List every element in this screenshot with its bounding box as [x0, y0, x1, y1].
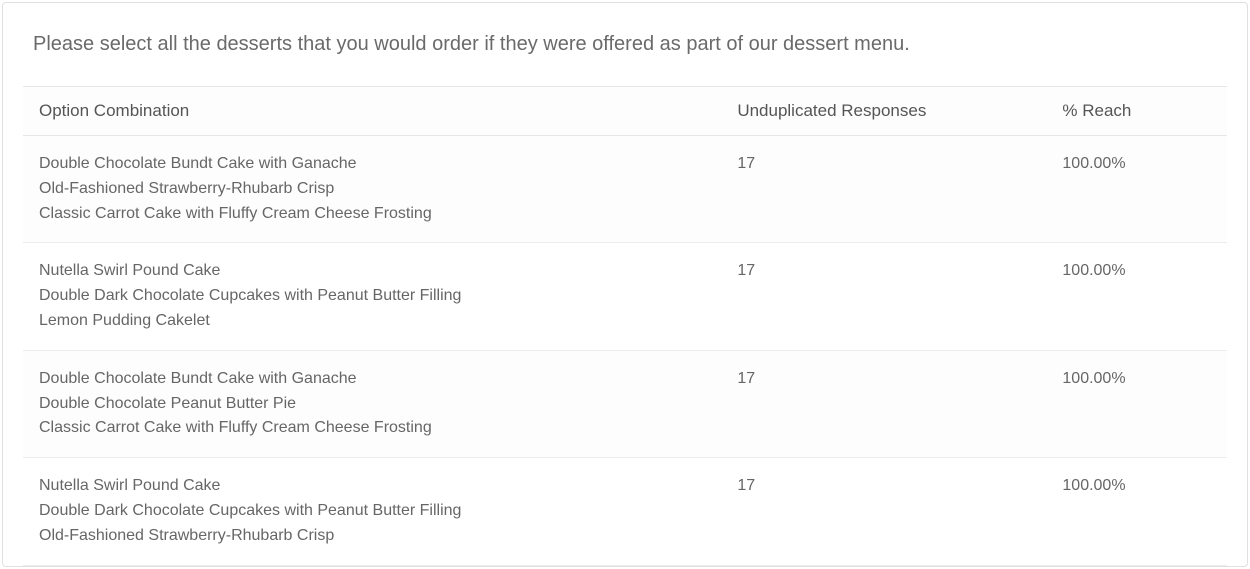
option-item: Classic Carrot Cake with Fluffy Cream Ch… [39, 202, 705, 227]
table-row: Double Chocolate Bundt Cake with Ganache… [23, 350, 1227, 457]
cell-responses: 17 [721, 350, 1046, 457]
column-header-reach[interactable]: % Reach [1046, 87, 1227, 136]
cell-option-combination: Nutella Swirl Pound Cake Double Dark Cho… [23, 243, 721, 350]
cell-responses: 17 [721, 136, 1046, 243]
cell-reach: 100.00% [1046, 350, 1227, 457]
option-item: Double Chocolate Peanut Butter Pie [39, 392, 705, 417]
cell-reach: 100.00% [1046, 458, 1227, 565]
option-item: Nutella Swirl Pound Cake [39, 259, 705, 284]
cell-option-combination: Nutella Swirl Pound Cake Double Dark Cho… [23, 458, 721, 565]
question-text: Please select all the desserts that you … [3, 33, 1247, 86]
table-row: Double Chocolate Bundt Cake with Ganache… [23, 136, 1227, 243]
option-item: Double Dark Chocolate Cupcakes with Pean… [39, 284, 705, 309]
cell-responses: 17 [721, 458, 1046, 565]
cell-reach: 100.00% [1046, 136, 1227, 243]
cell-reach: 100.00% [1046, 243, 1227, 350]
table-row: Nutella Swirl Pound Cake Double Dark Cho… [23, 458, 1227, 565]
option-item: Old-Fashioned Strawberry-Rhubarb Crisp [39, 524, 705, 549]
cell-responses: 17 [721, 243, 1046, 350]
table-header-row: Option Combination Unduplicated Response… [23, 87, 1227, 136]
option-item: Double Chocolate Bundt Cake with Ganache [39, 367, 705, 392]
option-item: Double Chocolate Bundt Cake with Ganache [39, 152, 705, 177]
results-table: Option Combination Unduplicated Response… [23, 86, 1227, 566]
cell-option-combination: Double Chocolate Bundt Cake with Ganache… [23, 350, 721, 457]
column-header-responses[interactable]: Unduplicated Responses [721, 87, 1046, 136]
option-item: Double Dark Chocolate Cupcakes with Pean… [39, 499, 705, 524]
option-item: Classic Carrot Cake with Fluffy Cream Ch… [39, 416, 705, 441]
column-header-option[interactable]: Option Combination [23, 87, 721, 136]
option-item: Lemon Pudding Cakelet [39, 309, 705, 334]
option-item: Nutella Swirl Pound Cake [39, 474, 705, 499]
results-panel: Please select all the desserts that you … [2, 2, 1248, 567]
cell-option-combination: Double Chocolate Bundt Cake with Ganache… [23, 136, 721, 243]
table-row: Nutella Swirl Pound Cake Double Dark Cho… [23, 243, 1227, 350]
option-item: Old-Fashioned Strawberry-Rhubarb Crisp [39, 177, 705, 202]
